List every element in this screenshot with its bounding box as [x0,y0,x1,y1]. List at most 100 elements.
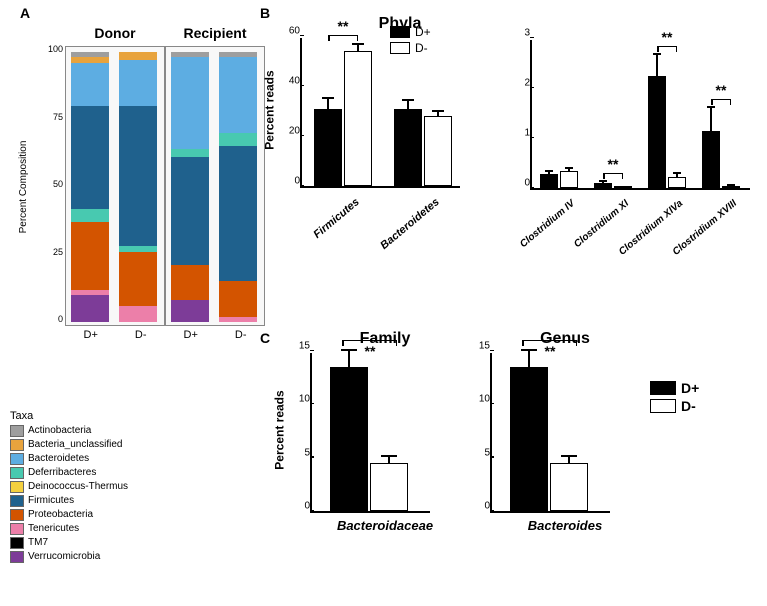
legend-c: D+ D- [650,380,699,416]
segment-Firmicutes [219,146,257,281]
category-label: Clostridium XI [540,198,631,277]
y-tick-mark [310,350,314,352]
error-cap [521,349,537,351]
category-label: Firmicutes [285,196,362,263]
error-bar [568,169,570,172]
y-tick-mark [530,37,534,39]
bar-pair [594,183,632,188]
genus-plot: 051015 ** [490,353,610,513]
legend-item: Bacteria_unclassified [10,438,210,452]
legend-item: Actinobacteria [10,424,210,438]
taxa-legend-title: Taxa [10,410,210,422]
stacked-donor-group: Donor 0255075100 Percent Composition D+ … [65,25,165,355]
legend-swatch [10,439,24,451]
clostridium-yaxis: 0123 [502,40,530,188]
y-tick: 15 [282,341,310,352]
category-label: Clostridium XVIII [648,198,739,277]
y-tick: 25 [53,247,63,257]
y-tick-mark [490,350,494,352]
y-tick: 0 [58,314,63,324]
error-cap [402,99,414,101]
donor-dminus-label: D- [135,329,147,341]
bar-dminus [344,51,372,186]
clostridium-plot: 0123 Clostridium IV**Clostridium XI**Clo… [530,40,750,190]
legend-swatch [10,467,24,479]
bar-dminus [560,171,578,189]
error-bar [388,457,390,464]
bar-dminus [424,116,452,186]
bar-pair [648,76,686,189]
y-tick-mark [300,135,304,137]
segment-Tenericutes [119,306,157,322]
segment-Proteobacteria [219,281,257,316]
panel-a: A Donor 0255075100 Percent Composition D… [10,0,240,606]
taxa-legend-items: ActinobacteriaBacteria_unclassifiedBacte… [10,424,210,564]
panel-b-label: B [260,5,270,21]
error-bar [622,188,624,189]
y-tick-mark [490,510,494,512]
bar-dminus [550,463,588,511]
genus-x-label: Bacteroides [490,518,640,533]
legend-text: TM7 [28,536,48,550]
y-tick: 0 [462,501,490,512]
error-bar [528,351,530,367]
segment-Tenericutes [219,317,257,322]
category-label: Clostridium IV [486,198,577,277]
y-tick: 15 [462,341,490,352]
error-bar [348,351,350,367]
clostridium-chart: 0123 Clostridium IV**Clostridium XI**Clo… [530,20,760,190]
y-tick-mark [310,510,314,512]
bar-pair [394,109,452,187]
stacked-y-axis: 0255075100 [38,47,63,327]
donor-plot-area: 0255075100 Percent Composition [65,46,165,326]
y-tick-mark [530,137,534,139]
legend-item: Firmicutes [10,494,210,508]
error-cap [619,186,627,188]
legend-c-dminus-swatch [650,399,676,413]
category-label: Bacteroidetes [365,196,442,263]
bar-dminus [614,186,632,188]
segment-Deferribacteres [171,149,209,157]
legend-text: Bacteria_unclassified [28,438,123,452]
bar-dminus [722,186,740,189]
recipient-title: Recipient [165,25,265,41]
error-cap [707,106,715,108]
segment-Proteobacteria [71,222,109,290]
donor-title: Donor [65,25,165,41]
legend-item: TM7 [10,536,210,550]
taxa-legend: Taxa ActinobacteriaBacteria_unclassified… [10,410,210,564]
genus-title: Genus [490,330,640,348]
stacked-bar [219,52,257,322]
segment-Verrucomicrobia [171,300,209,322]
legend-b-dplus-label: D+ [415,25,431,39]
significance-bracket [342,340,397,341]
y-tick-mark [300,185,304,187]
y-tick: 5 [462,447,490,458]
segment-Bacteroidetes [171,57,209,149]
legend-text: Deinococcus-Thermus [28,480,128,494]
bar-dplus [648,76,666,189]
legend-text: Deferribacteres [28,466,96,480]
recipient-dplus-label: D+ [184,329,198,341]
recipient-x-labels: D+ D- [165,329,265,341]
legend-c-dplus-swatch [650,381,676,395]
panel-c-label: C [260,330,270,346]
y-tick: 0 [272,176,300,187]
bar-dminus [668,177,686,188]
genus-chart: Genus 051015 ** Bacteroides [490,330,640,533]
error-bar [602,182,604,184]
recipient-dminus-label: D- [235,329,247,341]
significance-bracket [328,35,358,36]
error-cap [653,53,661,55]
bar-pair [702,131,740,189]
bar-dplus [510,367,548,511]
y-tick-mark [490,456,494,458]
legend-c-dplus-label: D+ [681,380,699,396]
legend-b: D+ D- [390,25,431,57]
bar-pair [330,367,408,511]
legend-c-dminus-label: D- [681,398,696,414]
segment-Proteobacteria [171,265,209,300]
bar-dplus [702,131,720,189]
bar-dplus [330,367,368,511]
y-tick: 10 [462,394,490,405]
